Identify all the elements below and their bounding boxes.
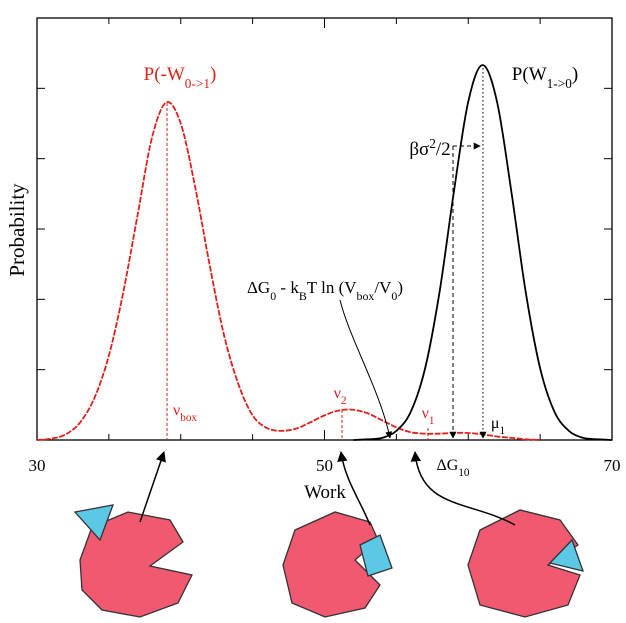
protein — [79, 511, 193, 618]
annotation-part: /2 — [436, 139, 451, 160]
annotation-part: box — [357, 289, 375, 303]
ligand — [73, 504, 115, 542]
annotation-part: ΔG — [247, 278, 270, 297]
x-axis-label: Work — [304, 482, 346, 503]
annotation: P(W1->0) — [512, 64, 578, 91]
annotation: ΔG0 - kBT ln (Vbox/V0) — [247, 278, 403, 303]
ligand — [359, 534, 393, 577]
annotation-part: μ — [491, 415, 500, 432]
cartoons — [73, 504, 585, 618]
annotation-part: P(W — [512, 64, 547, 85]
annotation-part: ν — [422, 405, 429, 422]
annotation-part: 1->0 — [547, 76, 573, 91]
pointer — [339, 299, 393, 439]
ligand — [548, 538, 585, 572]
annotation-part: 2 — [429, 136, 436, 151]
annotation: νbox — [173, 402, 197, 424]
arrow — [410, 450, 516, 526]
annotation-part: 1 — [499, 425, 505, 437]
annotation-part: ν — [173, 402, 180, 419]
arrow — [337, 450, 371, 526]
annotation-part: ) — [397, 278, 403, 297]
x-tick-label: 70 — [604, 456, 621, 475]
annotation-part: ) — [572, 64, 578, 85]
annotation-part: - k — [276, 278, 299, 297]
annotation-part: ν — [334, 385, 341, 402]
annotation-part: 0 — [270, 289, 276, 303]
annotation-part: box — [180, 412, 197, 424]
protein — [467, 509, 581, 618]
x-tick-label: 30 — [29, 456, 46, 475]
curve — [353, 64, 613, 441]
annotation-part: βσ — [409, 139, 429, 160]
x-tick-label: 50 — [316, 456, 333, 475]
curve — [36, 101, 541, 441]
annotation: βσ2/2 — [409, 136, 450, 161]
arrow — [139, 451, 166, 523]
annotation-part: 1 — [429, 415, 435, 427]
annotation: ΔG10 — [436, 457, 469, 479]
annotation-part: P(-W — [144, 64, 185, 85]
annotation-part: ΔG — [436, 457, 458, 474]
guides — [166, 68, 487, 440]
annotation-part: T ln (V — [307, 278, 357, 297]
annotation-part: 0 — [391, 289, 397, 303]
protein — [282, 511, 381, 618]
annotation-part: /V — [374, 278, 392, 297]
annotation: μ1 — [491, 415, 505, 437]
annotation: P(-W0->1) — [144, 64, 217, 91]
annotation-part: 0->1 — [185, 76, 210, 91]
y-axis-label: Probability — [5, 183, 29, 277]
annotation: ν2 — [334, 385, 347, 407]
annotation-part: 10 — [458, 467, 470, 479]
arrows — [139, 450, 516, 526]
annotation-part: ) — [210, 64, 216, 85]
plot-area: 30 50 70 — [29, 18, 621, 475]
annotation-part: 2 — [341, 395, 347, 407]
annotation-part: B — [299, 289, 307, 303]
annotation: ν1 — [422, 405, 435, 427]
